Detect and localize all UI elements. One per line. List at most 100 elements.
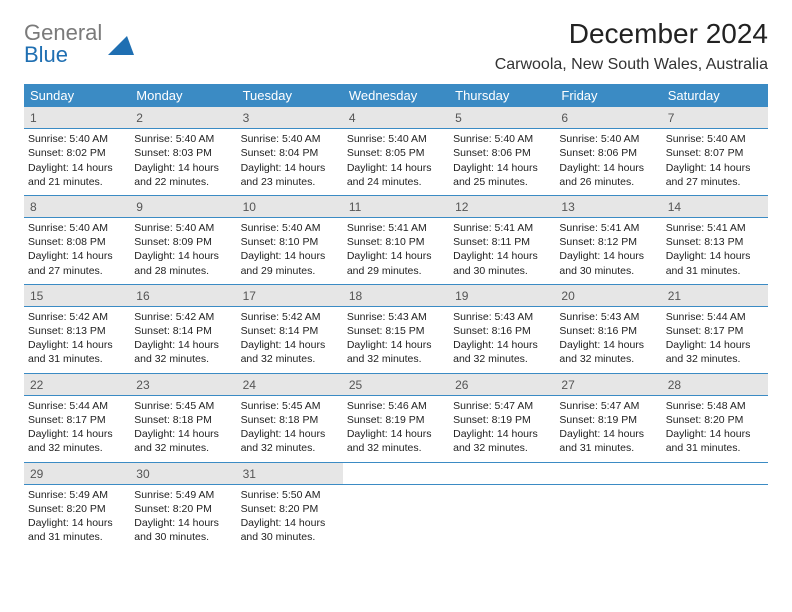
daylight-text-1: Daylight: 14 hours (28, 516, 126, 530)
day-number: 19 (449, 284, 555, 306)
daylight-text-2: and 32 minutes. (241, 352, 339, 366)
daylight-text-1: Daylight: 14 hours (241, 338, 339, 352)
sunset-text: Sunset: 8:18 PM (241, 413, 339, 427)
day-detail-row: Sunrise: 5:42 AMSunset: 8:13 PMDaylight:… (24, 306, 768, 373)
daylight-text-1: Daylight: 14 hours (453, 427, 551, 441)
sunrise-text: Sunrise: 5:49 AM (28, 488, 126, 502)
logo: General Blue (24, 22, 134, 66)
day-cell: Sunrise: 5:41 AMSunset: 8:13 PMDaylight:… (662, 218, 768, 285)
calendar-table: Sunday Monday Tuesday Wednesday Thursday… (24, 84, 768, 550)
sunset-text: Sunset: 8:10 PM (241, 235, 339, 249)
day-number: 9 (130, 195, 236, 217)
day-detail-row: Sunrise: 5:40 AMSunset: 8:02 PMDaylight:… (24, 129, 768, 196)
daylight-text-1: Daylight: 14 hours (559, 161, 657, 175)
daylight-text-2: and 25 minutes. (453, 175, 551, 189)
sunset-text: Sunset: 8:06 PM (453, 146, 551, 160)
sunrise-text: Sunrise: 5:41 AM (347, 221, 445, 235)
daylight-text-2: and 28 minutes. (134, 264, 232, 278)
logo-word-blue: Blue (24, 42, 68, 67)
daylight-text-2: and 21 minutes. (28, 175, 126, 189)
sunrise-text: Sunrise: 5:45 AM (241, 399, 339, 413)
sunset-text: Sunset: 8:20 PM (134, 502, 232, 516)
day-number (449, 462, 555, 484)
sunset-text: Sunset: 8:09 PM (134, 235, 232, 249)
day-cell: Sunrise: 5:40 AMSunset: 8:08 PMDaylight:… (24, 218, 130, 285)
daylight-text-1: Daylight: 14 hours (453, 338, 551, 352)
day-detail-row: Sunrise: 5:40 AMSunset: 8:08 PMDaylight:… (24, 218, 768, 285)
sunset-text: Sunset: 8:16 PM (559, 324, 657, 338)
sunset-text: Sunset: 8:15 PM (347, 324, 445, 338)
daylight-text-1: Daylight: 14 hours (241, 516, 339, 530)
day-number: 18 (343, 284, 449, 306)
daylight-text-2: and 31 minutes. (559, 441, 657, 455)
day-number: 6 (555, 107, 661, 129)
sunset-text: Sunset: 8:20 PM (28, 502, 126, 516)
day-number: 8 (24, 195, 130, 217)
daylight-text-1: Daylight: 14 hours (241, 249, 339, 263)
day-number: 16 (130, 284, 236, 306)
day-cell: Sunrise: 5:40 AMSunset: 8:06 PMDaylight:… (555, 129, 661, 196)
sunset-text: Sunset: 8:18 PM (134, 413, 232, 427)
day-number: 10 (237, 195, 343, 217)
page-title: December 2024 (495, 18, 768, 50)
day-number: 31 (237, 462, 343, 484)
day-cell: Sunrise: 5:43 AMSunset: 8:15 PMDaylight:… (343, 306, 449, 373)
sunrise-text: Sunrise: 5:42 AM (134, 310, 232, 324)
day-number: 23 (130, 373, 236, 395)
day-cell: Sunrise: 5:43 AMSunset: 8:16 PMDaylight:… (555, 306, 661, 373)
daylight-text-2: and 32 minutes. (241, 441, 339, 455)
sunrise-text: Sunrise: 5:47 AM (559, 399, 657, 413)
daylight-text-1: Daylight: 14 hours (666, 427, 764, 441)
sunrise-text: Sunrise: 5:40 AM (28, 132, 126, 146)
daylight-text-2: and 32 minutes. (666, 352, 764, 366)
sunset-text: Sunset: 8:13 PM (28, 324, 126, 338)
sunrise-text: Sunrise: 5:41 AM (666, 221, 764, 235)
sunrise-text: Sunrise: 5:40 AM (453, 132, 551, 146)
sunset-text: Sunset: 8:08 PM (28, 235, 126, 249)
sunrise-text: Sunrise: 5:42 AM (241, 310, 339, 324)
sunrise-text: Sunrise: 5:47 AM (453, 399, 551, 413)
day-number: 4 (343, 107, 449, 129)
daylight-text-2: and 32 minutes. (453, 352, 551, 366)
daylight-text-2: and 30 minutes. (453, 264, 551, 278)
title-block: December 2024 Carwoola, New South Wales,… (495, 18, 768, 74)
day-number: 27 (555, 373, 661, 395)
daylight-text-1: Daylight: 14 hours (559, 249, 657, 263)
sunset-text: Sunset: 8:05 PM (347, 146, 445, 160)
sunset-text: Sunset: 8:20 PM (241, 502, 339, 516)
day-number: 13 (555, 195, 661, 217)
daylight-text-2: and 31 minutes. (666, 264, 764, 278)
daylight-text-2: and 32 minutes. (134, 352, 232, 366)
day-cell: Sunrise: 5:45 AMSunset: 8:18 PMDaylight:… (237, 395, 343, 462)
day-number (555, 462, 661, 484)
day-number: 3 (237, 107, 343, 129)
daylight-text-1: Daylight: 14 hours (134, 338, 232, 352)
sunrise-text: Sunrise: 5:40 AM (28, 221, 126, 235)
day-cell: Sunrise: 5:40 AMSunset: 8:07 PMDaylight:… (662, 129, 768, 196)
sunset-text: Sunset: 8:17 PM (666, 324, 764, 338)
daylight-text-2: and 26 minutes. (559, 175, 657, 189)
daylight-text-2: and 32 minutes. (559, 352, 657, 366)
daylight-text-2: and 31 minutes. (666, 441, 764, 455)
daylight-text-1: Daylight: 14 hours (241, 161, 339, 175)
daylight-text-1: Daylight: 14 hours (28, 161, 126, 175)
sunrise-text: Sunrise: 5:44 AM (28, 399, 126, 413)
daylight-text-1: Daylight: 14 hours (453, 161, 551, 175)
day-number: 15 (24, 284, 130, 306)
day-cell: Sunrise: 5:42 AMSunset: 8:13 PMDaylight:… (24, 306, 130, 373)
daylight-text-2: and 31 minutes. (28, 530, 126, 544)
day-number: 20 (555, 284, 661, 306)
sunrise-text: Sunrise: 5:43 AM (559, 310, 657, 324)
day-number: 2 (130, 107, 236, 129)
day-number-row: 15161718192021 (24, 284, 768, 306)
daylight-text-1: Daylight: 14 hours (666, 161, 764, 175)
day-number: 21 (662, 284, 768, 306)
daylight-text-1: Daylight: 14 hours (241, 427, 339, 441)
sunrise-text: Sunrise: 5:46 AM (347, 399, 445, 413)
daylight-text-2: and 31 minutes. (28, 352, 126, 366)
sunrise-text: Sunrise: 5:40 AM (134, 221, 232, 235)
day-cell: Sunrise: 5:41 AMSunset: 8:11 PMDaylight:… (449, 218, 555, 285)
day-cell: Sunrise: 5:46 AMSunset: 8:19 PMDaylight:… (343, 395, 449, 462)
daylight-text-1: Daylight: 14 hours (28, 338, 126, 352)
day-cell: Sunrise: 5:43 AMSunset: 8:16 PMDaylight:… (449, 306, 555, 373)
